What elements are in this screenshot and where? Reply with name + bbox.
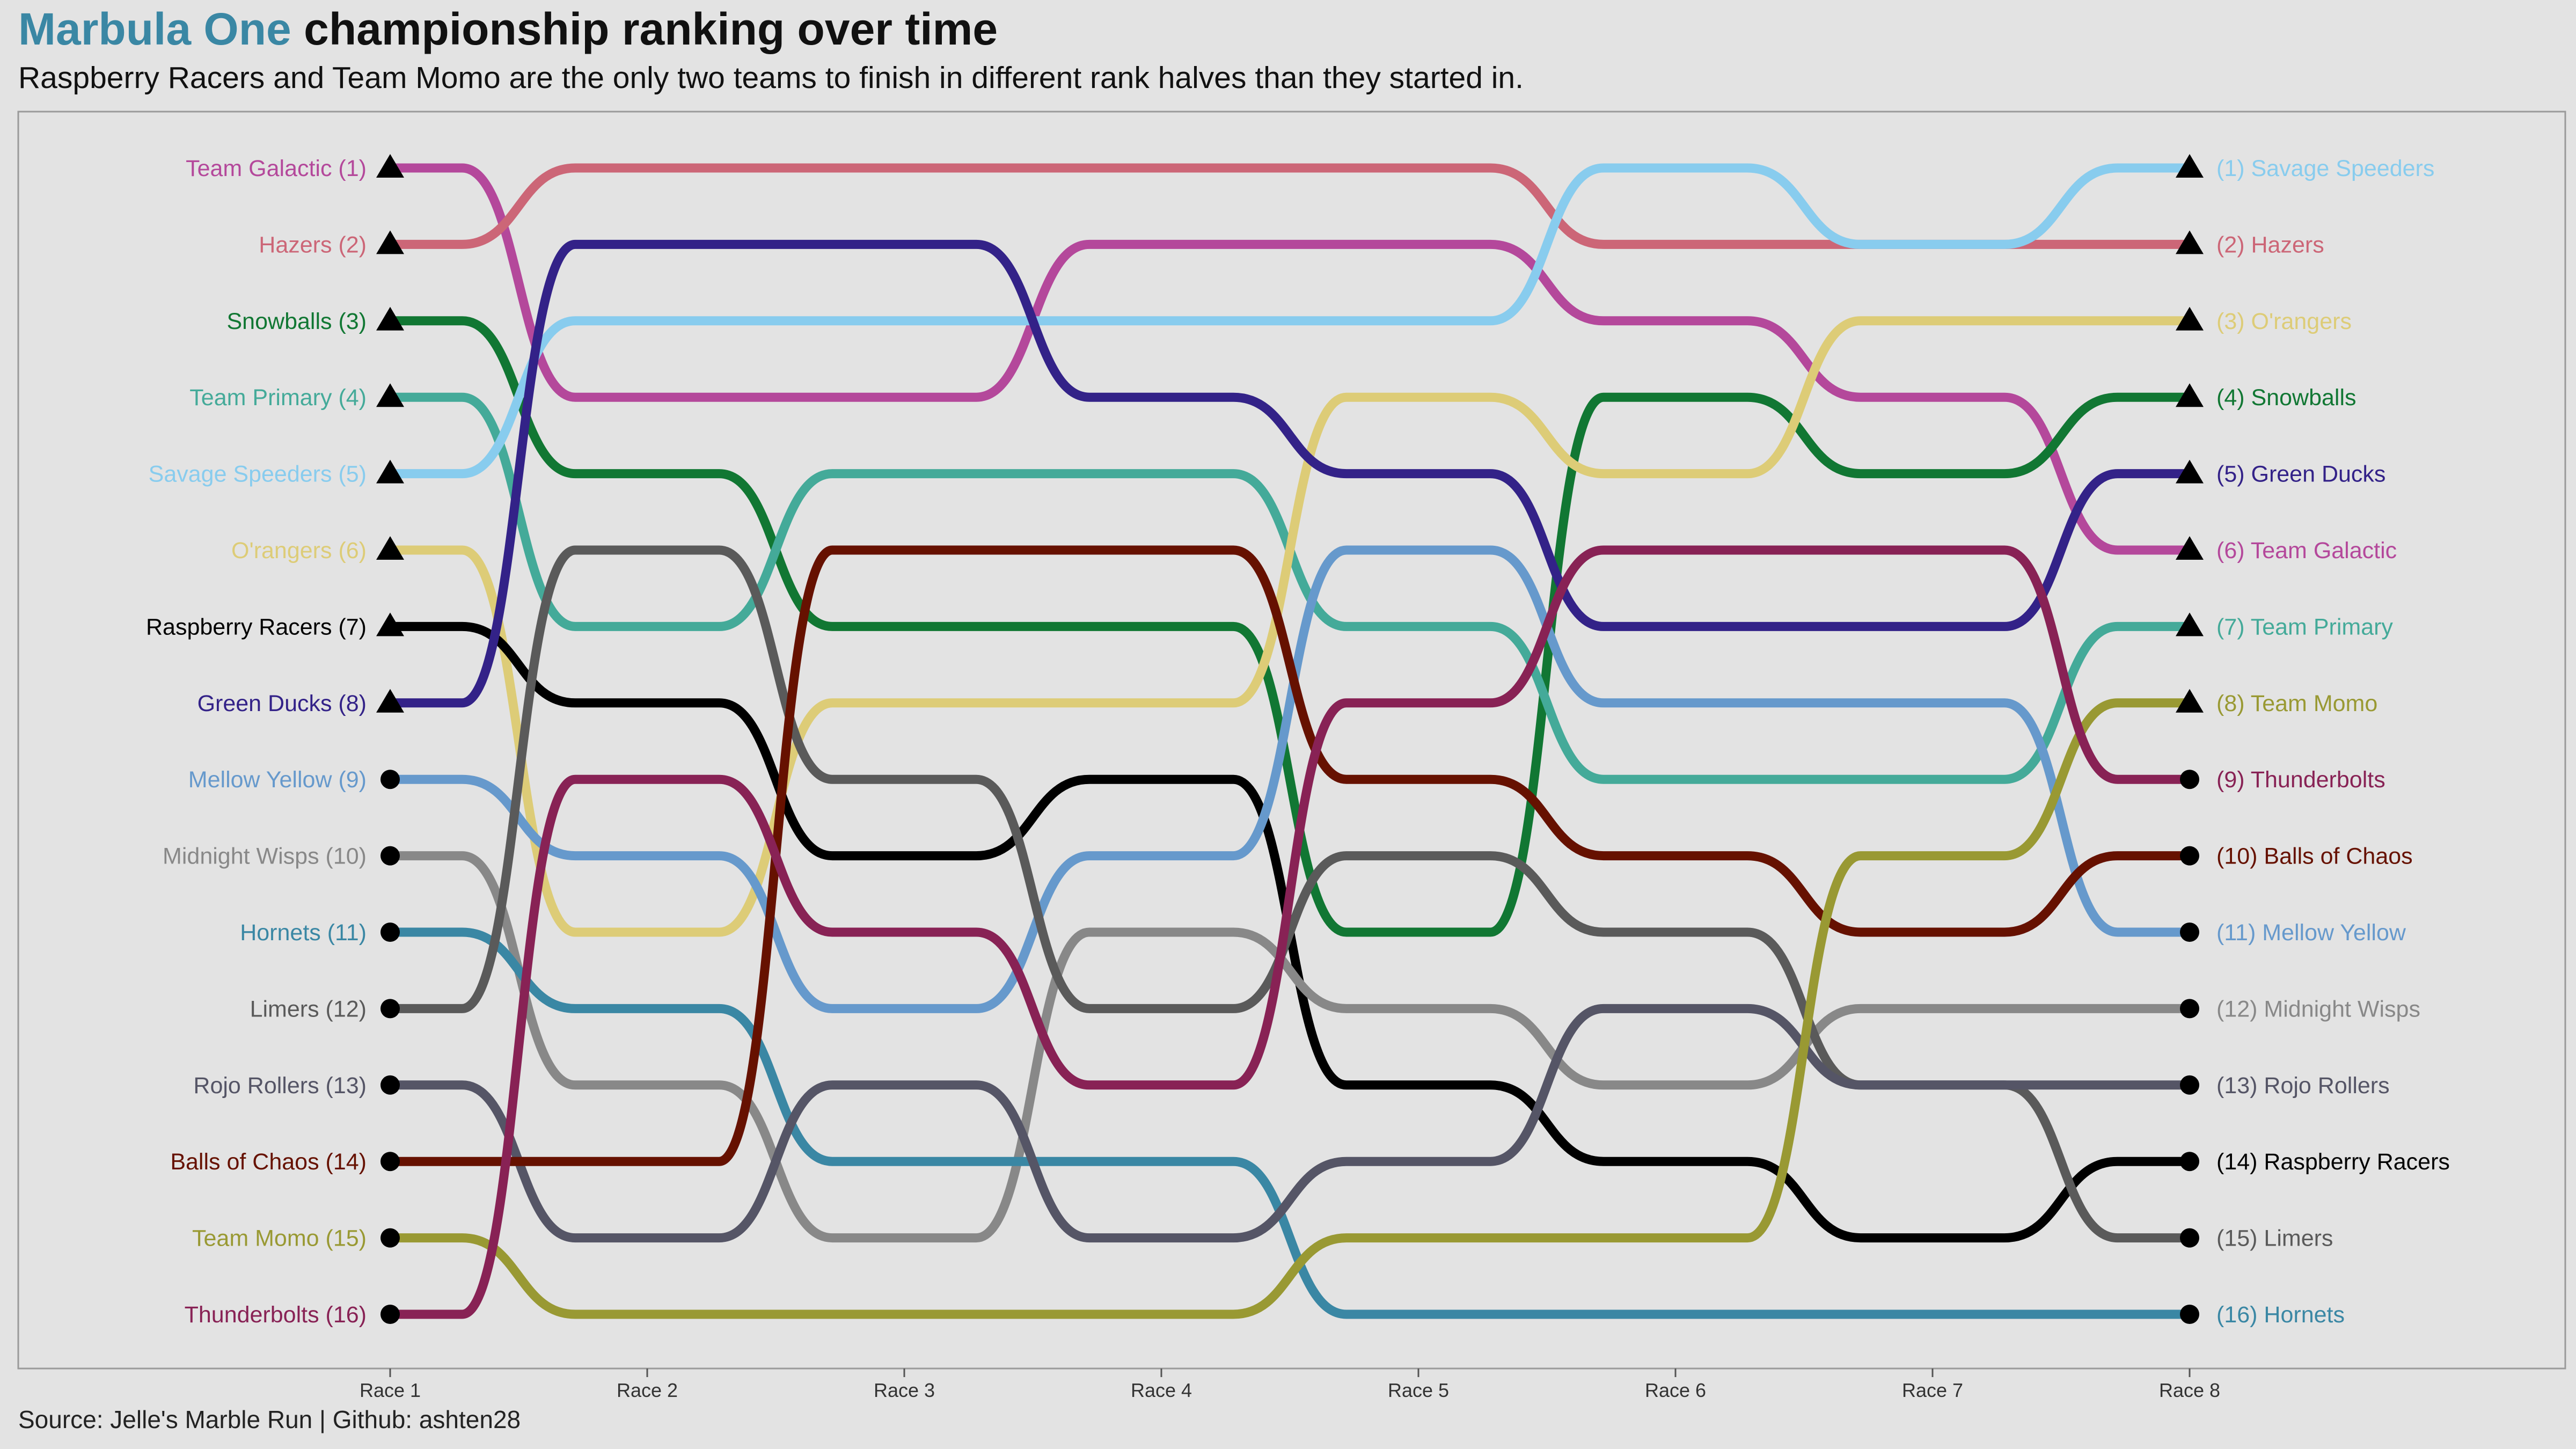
triangle-marker (2176, 612, 2204, 636)
start-label: Midnight Wisps (10) (163, 844, 367, 869)
start-label: Mellow Yellow (9) (188, 767, 367, 793)
end-label: (3) O'rangers (2216, 309, 2352, 334)
start-label: Hazers (2) (259, 232, 367, 258)
series-line (385, 316, 2194, 937)
series-labels: Team Galactic (1) (6) Team Galactic Hazers… (146, 156, 2450, 1328)
circle-marker (380, 999, 400, 1019)
series-lines (385, 163, 2194, 1319)
series-line (385, 316, 2194, 937)
circle-marker (380, 770, 400, 789)
chart-title: Marbula One championship ranking over ti… (18, 3, 998, 55)
end-label: (11) Mellow Yellow (2216, 920, 2406, 946)
circle-marker (2180, 770, 2199, 789)
triangle-marker (376, 536, 404, 560)
circle-marker (2180, 923, 2199, 942)
triangle-marker (2176, 306, 2204, 331)
series-line (385, 545, 2194, 1319)
end-label: (2) Hazers (2216, 232, 2324, 258)
series-line (385, 1004, 2194, 1243)
start-label: Limers (12) (250, 996, 367, 1022)
circle-marker (380, 1228, 400, 1248)
triangle-marker (376, 612, 404, 636)
triangle-marker (2176, 230, 2204, 254)
chart-subtitle: Raspberry Racers and Team Momo are the o… (18, 61, 1524, 95)
series-line (385, 621, 2194, 1243)
end-label: (10) Balls of Chaos (2216, 844, 2413, 869)
x-axis: Race 1 Race 2 Race 3 Race 4 Race 5 Race 6 Race… (360, 1368, 2220, 1401)
start-label: Team Primary (4) (189, 385, 367, 411)
start-label: Savage Speeders (5) (149, 462, 367, 487)
series-line (385, 163, 2194, 249)
end-label: (15) Limers (2216, 1226, 2333, 1252)
circle-marker (380, 1305, 400, 1324)
x-tick-label: Race 1 (360, 1379, 421, 1401)
start-label: Team Galactic (1) (186, 156, 367, 181)
rank-markers (376, 154, 2204, 1324)
series-line (385, 163, 2194, 479)
end-label: (9) Thunderbolts (2216, 767, 2385, 793)
x-tick-label: Race 3 (874, 1379, 935, 1401)
x-tick-label: Race 7 (1902, 1379, 1963, 1401)
start-label: Green Ducks (8) (197, 691, 367, 716)
title-accent: Marbula One (18, 4, 291, 54)
series-line (385, 545, 2194, 1243)
circle-marker (2180, 1228, 2199, 1248)
series-line (385, 698, 2194, 1319)
triangle-marker (376, 230, 404, 254)
triangle-marker (376, 383, 404, 407)
start-label: Balls of Chaos (14) (170, 1149, 367, 1175)
title-rest: championship ranking over time (291, 4, 998, 54)
source-caption: Source: Jelle's Marble Run | Github: ash… (18, 1406, 521, 1433)
start-label: Thunderbolts (16) (185, 1302, 367, 1328)
end-label: (12) Midnight Wisps (2216, 996, 2420, 1022)
series-line (385, 163, 2194, 555)
end-label: (6) Team Galactic (2216, 538, 2397, 564)
start-label: Team Momo (15) (192, 1226, 367, 1252)
triangle-marker (2176, 459, 2204, 484)
x-tick-label: Race 6 (1645, 1379, 1706, 1401)
triangle-marker (2176, 154, 2204, 178)
plot-panel (17, 111, 2566, 1370)
end-label: (4) Snowballs (2216, 385, 2357, 411)
triangle-marker (376, 459, 404, 484)
series-line (385, 545, 2194, 1013)
end-label: (13) Rojo Rollers (2216, 1073, 2390, 1099)
circle-marker (2180, 1075, 2199, 1095)
start-label: Rojo Rollers (13) (193, 1073, 367, 1099)
circle-marker (380, 923, 400, 942)
triangle-marker (376, 154, 404, 178)
x-tick-label: Race 2 (617, 1379, 678, 1401)
triangle-marker (2176, 383, 2204, 407)
end-label: (8) Team Momo (2216, 691, 2377, 716)
triangle-marker (2176, 536, 2204, 560)
circle-marker (2180, 1152, 2199, 1172)
circle-marker (2180, 1305, 2199, 1324)
triangle-marker (2176, 689, 2204, 713)
circle-marker (380, 1152, 400, 1172)
x-tick-label: Race 5 (1388, 1379, 1449, 1401)
x-tick-label: Race 8 (2159, 1379, 2220, 1401)
end-label: (7) Team Primary (2216, 614, 2393, 640)
circle-marker (380, 846, 400, 866)
end-label: (14) Raspberry Racers (2216, 1149, 2450, 1175)
end-label: (16) Hornets (2216, 1302, 2345, 1328)
end-label: (5) Green Ducks (2216, 462, 2385, 487)
end-label: (1) Savage Speeders (2216, 156, 2434, 181)
start-label: Hornets (11) (240, 920, 367, 946)
triangle-marker (376, 306, 404, 331)
circle-marker (2180, 846, 2199, 866)
start-label: Raspberry Racers (7) (146, 614, 367, 640)
x-tick-label: Race 4 (1131, 1379, 1192, 1401)
circle-marker (380, 1075, 400, 1095)
triangle-marker (376, 689, 404, 713)
series-line (385, 927, 2194, 1319)
start-label: O'rangers (6) (231, 538, 367, 564)
series-line (385, 239, 2194, 708)
start-label: Snowballs (3) (227, 309, 367, 334)
series-line (385, 392, 2194, 784)
circle-marker (2180, 999, 2199, 1019)
